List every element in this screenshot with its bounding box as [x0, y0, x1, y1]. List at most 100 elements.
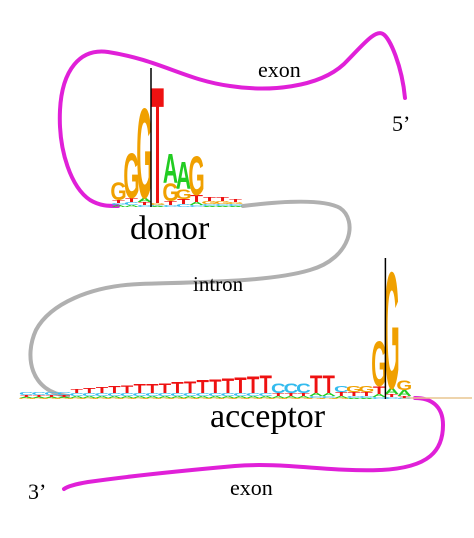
logo-letter-G: G	[31, 398, 47, 400]
acceptor-sequence-logo: GATCGATCGATCGATCGACTGACTGACTGACTGACTGACT…	[18, 239, 412, 424]
logo-letter-T: T	[108, 385, 121, 395]
logo-letter-T: T	[216, 196, 230, 202]
logo-letter-C: C	[111, 203, 126, 206]
logo-letter-A: A	[32, 397, 48, 399]
logo-letter-C: C	[183, 393, 198, 398]
logo-letter-G: G	[245, 398, 261, 400]
logo-letter-T: T	[203, 196, 217, 202]
logo-letter-C: C	[397, 398, 412, 400]
logo-letter-A: A	[19, 397, 35, 399]
logo-letter-T: T	[96, 386, 109, 395]
logo-letter-G: G	[132, 398, 148, 400]
logo-letter-G: G	[321, 398, 337, 400]
logo-letter-G: G	[107, 398, 123, 400]
logo-letter-C: C	[208, 393, 223, 398]
logo-letter-A: A	[183, 396, 198, 399]
logo-letter-A: A	[158, 396, 173, 399]
logo-letter-G: G	[371, 329, 387, 400]
exon-line-downstream	[62, 396, 446, 491]
logo-letter-C: C	[95, 393, 110, 398]
logo-letter-C: C	[258, 393, 273, 398]
logo-letter-A: A	[215, 206, 231, 207]
logo-letter-A: A	[258, 396, 273, 399]
logo-letter-A: A	[145, 396, 160, 399]
logo-letter-T: T	[209, 376, 221, 398]
acceptor-site-label: acceptor	[210, 398, 326, 435]
logo-letter-G: G	[214, 200, 230, 205]
logo-letter-A: A	[111, 205, 126, 208]
logo-letter-G: G	[94, 398, 110, 400]
logo-letter-T: T	[385, 394, 397, 399]
logo-letter-G: G	[69, 398, 85, 400]
exon-upstream-label: exon	[258, 57, 301, 82]
logo-letter-C: C	[44, 392, 59, 397]
logo-letter-T: T	[83, 387, 96, 395]
logo-letter-C: C	[221, 393, 236, 398]
logo-letter-T: T	[348, 392, 360, 398]
logo-letter-C: C	[372, 397, 387, 400]
logo-letter-T: T	[121, 384, 133, 396]
logo-letter-C: C	[69, 393, 84, 398]
logo-letter-A: A	[372, 394, 387, 399]
logo-letter-A: A	[246, 396, 261, 399]
logo-letter-T: T	[171, 379, 183, 396]
intron-label: intron	[193, 272, 244, 296]
logo-letter-G: G	[220, 398, 236, 400]
logo-letter-C: C	[176, 203, 191, 208]
logo-letter-C: C	[347, 396, 362, 399]
logo-letter-T: T	[297, 393, 309, 398]
logo-letter-T: T	[125, 197, 139, 203]
logo-letter-G: G	[162, 178, 178, 206]
logo-letter-G: G	[188, 145, 204, 207]
logo-letter-G: G	[308, 398, 324, 400]
logo-letter-T: T	[322, 370, 334, 399]
three-prime-end-label: 3’	[28, 479, 46, 504]
logo-letter-C: C	[228, 204, 243, 207]
logo-letter-T: T	[146, 382, 159, 396]
logo-letter-C: C	[57, 392, 72, 397]
logo-letter-T: T	[133, 382, 146, 396]
logo-letter-G: G	[359, 385, 375, 394]
logo-letter-A: A	[57, 397, 73, 399]
logo-letter-A: A	[271, 396, 286, 399]
logo-letter-C: C	[124, 201, 139, 206]
logo-letter-A: A	[82, 396, 97, 399]
logo-letter-C: C	[137, 205, 152, 208]
logo-letter-C: C	[145, 393, 160, 398]
logo-letter-C: C	[296, 380, 311, 396]
intron-line	[28, 199, 352, 398]
logo-letter-T: T	[58, 395, 71, 398]
logo-letter-A: A	[208, 396, 223, 399]
logo-letter-C: C	[321, 396, 336, 399]
logo-letter-A: A	[347, 398, 363, 400]
logo-letter-T: T	[259, 370, 271, 399]
logo-letter-T: T	[222, 375, 235, 398]
logo-letter-A: A	[107, 396, 122, 399]
logo-letter-G: G	[170, 398, 186, 400]
logo-letter-A: A	[176, 154, 191, 198]
logo-letter-C: C	[150, 205, 166, 206]
logo-letter-T: T	[45, 395, 58, 398]
logo-letter-T: T	[335, 392, 347, 398]
logo-letter-C: C	[202, 204, 217, 207]
logo-letter-A: A	[359, 398, 375, 400]
logo-letter-T: T	[151, 53, 164, 240]
logo-letter-T: T	[177, 198, 190, 206]
logo-letter-G: G	[333, 398, 349, 400]
logo-letter-A: A	[150, 206, 166, 207]
logo-letter-A: A	[309, 393, 324, 398]
logo-letter-C: C	[170, 393, 185, 398]
logo-letter-T: T	[285, 393, 297, 398]
logo-letter-C: C	[271, 380, 286, 396]
logo-letter-T: T	[310, 370, 322, 399]
logo-letter-A: A	[132, 396, 147, 399]
logo-letter-A: A	[296, 396, 311, 399]
logo-letter-C: C	[195, 393, 210, 398]
logo-letter-T: T	[360, 392, 372, 398]
logo-letter-G: G	[44, 398, 60, 400]
logo-letter-C: C	[19, 392, 34, 397]
logo-letter-A: A	[95, 396, 110, 399]
logo-letter-G: G	[18, 398, 34, 400]
